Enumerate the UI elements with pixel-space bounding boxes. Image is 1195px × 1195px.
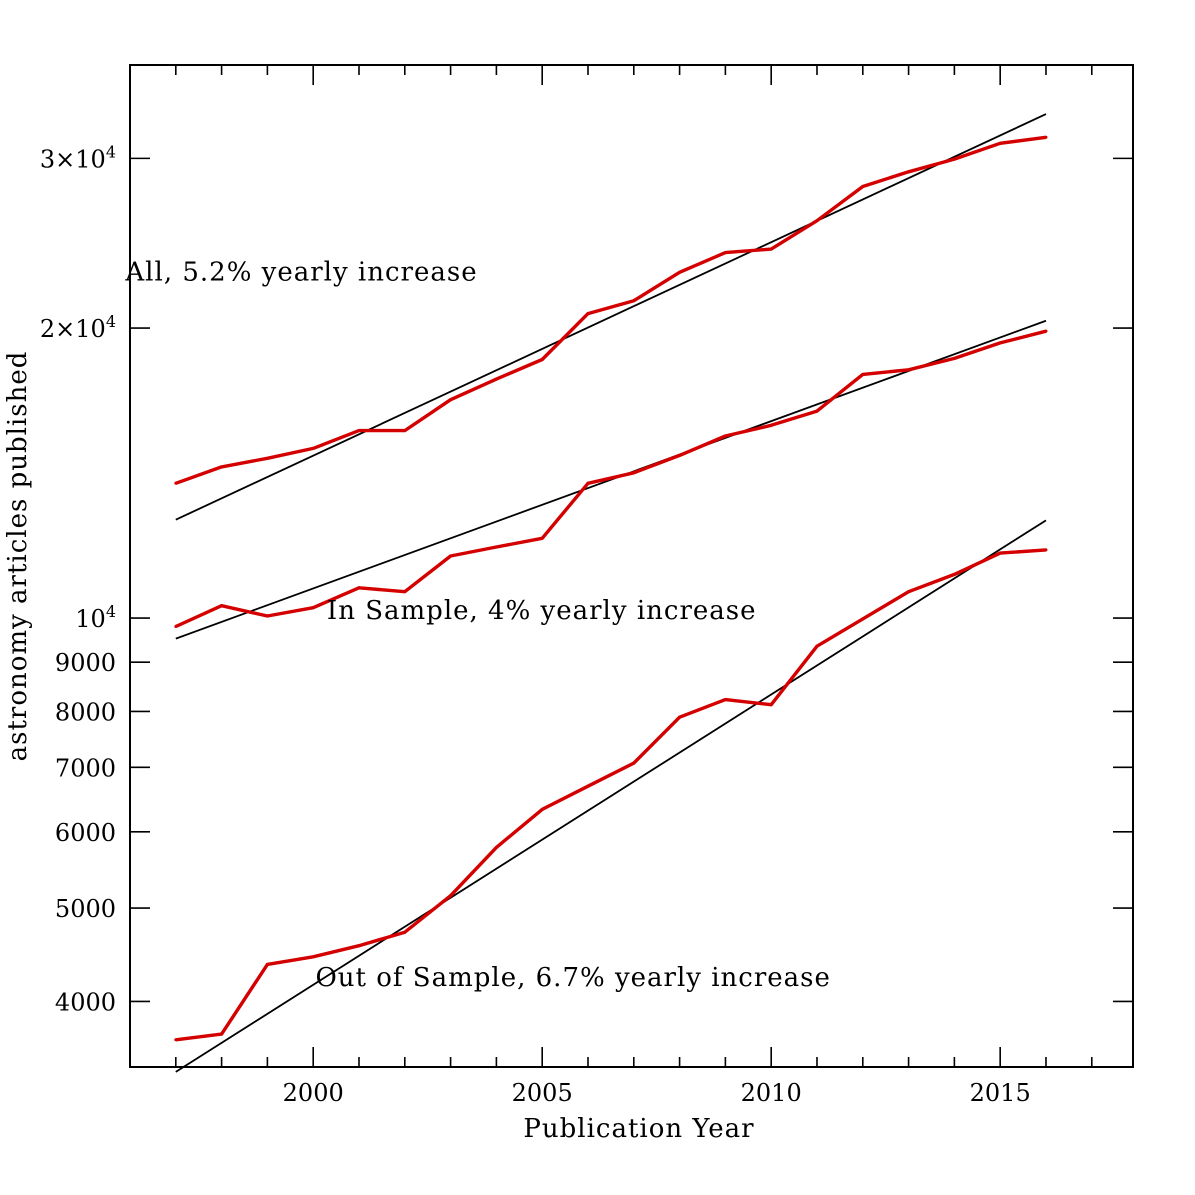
y-tick-label: 8000: [55, 698, 116, 726]
data-point: [632, 299, 636, 303]
data-point: [586, 312, 590, 316]
y-tick-label: 2×104: [40, 312, 116, 343]
data-point: [540, 358, 544, 362]
x-tick-label: 2015: [970, 1079, 1031, 1107]
data-point: [907, 368, 911, 372]
annotations: All, 5.2% yearly increase In Sample, 4% y…: [124, 258, 830, 993]
data-point: [311, 955, 315, 959]
data-point: [220, 465, 224, 469]
data-point: [678, 453, 682, 457]
series-annotation: In Sample, 4% yearly increase: [327, 596, 757, 626]
data-point: [174, 625, 178, 629]
series-annotation: Out of Sample, 6.7% yearly increase: [315, 963, 830, 993]
data-point: [540, 807, 544, 811]
data-point: [311, 446, 315, 450]
data-point: [1044, 135, 1048, 139]
fit-line: [175, 519, 1047, 1073]
y-tick-label: 4000: [55, 988, 116, 1016]
data-point: [449, 554, 453, 558]
data-point: [265, 456, 269, 460]
data-point: [174, 481, 178, 485]
data-point: [907, 170, 911, 174]
data-point: [952, 572, 956, 576]
data-point: [220, 604, 224, 608]
data-point: [586, 481, 590, 485]
y-tick-label: 5000: [55, 895, 116, 923]
data-point: [907, 590, 911, 594]
data-point: [1044, 548, 1048, 552]
fit-line: [175, 113, 1047, 521]
data-point: [769, 703, 773, 707]
plot-frame: [129, 64, 1134, 1068]
data-point: [311, 606, 315, 610]
y-tick-label: 6000: [55, 819, 116, 847]
data-point: [494, 377, 498, 381]
data-point: [357, 586, 361, 590]
data-point: [723, 698, 727, 702]
y-ticks: 4000 5000 6000 7000 8000 9000 104 2×104 3×104: [40, 142, 1133, 1016]
x-tick-label: 2005: [512, 1079, 573, 1107]
data-point: [952, 157, 956, 161]
data-point: [403, 930, 407, 934]
data-point: [678, 270, 682, 274]
series-annotation: All, 5.2% yearly increase: [124, 258, 477, 288]
data-point: [494, 845, 498, 849]
data-point: [265, 962, 269, 966]
data-point: [769, 247, 773, 251]
data-point: [815, 644, 819, 648]
data-point: [723, 251, 727, 255]
data-point: [174, 1038, 178, 1042]
data-point: [403, 429, 407, 433]
data-point: [678, 715, 682, 719]
data-point: [357, 429, 361, 433]
data-point: [632, 471, 636, 475]
x-ticks: 2000 2005 2010 2015: [129, 65, 1093, 1107]
series-lines: [174, 135, 1048, 1042]
series-line: [175, 548, 1047, 1042]
series-line: [175, 329, 1047, 629]
data-point: [998, 551, 1002, 555]
series-line: [175, 135, 1047, 485]
data-point: [815, 409, 819, 413]
y-axis-label: astronomy articles published: [3, 351, 33, 762]
data-point: [998, 141, 1002, 145]
data-point: [632, 761, 636, 765]
data-point: [403, 590, 407, 594]
data-point: [357, 944, 361, 948]
data-point: [861, 372, 865, 376]
data-point: [998, 341, 1002, 345]
data-point: [449, 894, 453, 898]
y-tick-label: 3×104: [40, 142, 116, 173]
data-point: [449, 398, 453, 402]
x-axis-label: Publication Year: [523, 1114, 754, 1144]
data-point: [540, 536, 544, 540]
data-point: [815, 219, 819, 223]
data-point: [265, 614, 269, 618]
data-point: [861, 184, 865, 188]
data-point: [769, 423, 773, 427]
data-point: [723, 434, 727, 438]
data-point: [1044, 329, 1048, 333]
data-point: [586, 784, 590, 788]
y-tick-label: 9000: [55, 649, 116, 677]
y-tick-label: 104: [75, 602, 116, 633]
x-tick-label: 2010: [741, 1079, 802, 1107]
y-tick-label: 7000: [55, 754, 116, 782]
data-point: [952, 356, 956, 360]
data-point: [220, 1032, 224, 1036]
data-point: [494, 545, 498, 549]
data-point: [861, 617, 865, 621]
x-tick-label: 2000: [283, 1079, 344, 1107]
